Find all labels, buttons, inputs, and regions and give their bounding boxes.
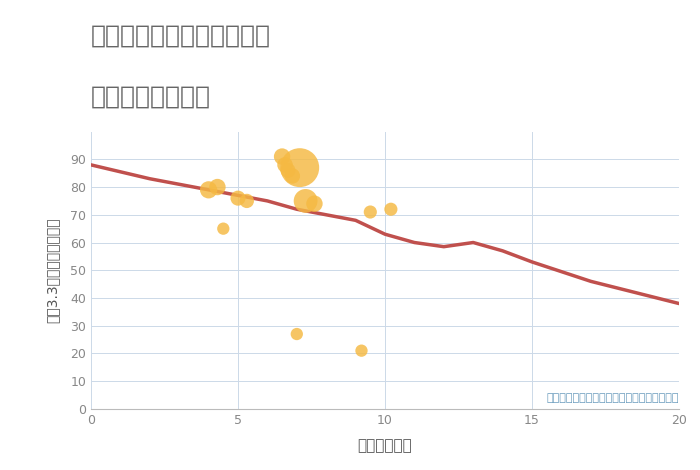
- Point: [203, 186, 214, 194]
- Point: [287, 172, 298, 180]
- X-axis label: 駅距離（分）: 駅距離（分）: [358, 438, 412, 453]
- Point: [241, 197, 253, 205]
- Point: [365, 208, 376, 216]
- Point: [300, 197, 312, 205]
- Point: [279, 161, 290, 169]
- Point: [385, 205, 396, 213]
- Point: [212, 183, 223, 191]
- Point: [232, 195, 244, 202]
- Text: 駅距離別土地価格: 駅距離別土地価格: [91, 85, 211, 109]
- Text: 兵庫県西宮市津門住江町の: 兵庫県西宮市津門住江町の: [91, 24, 271, 47]
- Text: 円の大きさは、取引のあった物件面積を示す: 円の大きさは、取引のあった物件面積を示す: [547, 393, 679, 403]
- Point: [294, 164, 305, 172]
- Point: [309, 200, 320, 207]
- Point: [218, 225, 229, 233]
- Point: [291, 330, 302, 338]
- Point: [356, 347, 367, 354]
- Y-axis label: 坪（3.3㎡）単価（万円）: 坪（3.3㎡）単価（万円）: [45, 218, 59, 323]
- Point: [282, 167, 293, 174]
- Point: [276, 153, 288, 160]
